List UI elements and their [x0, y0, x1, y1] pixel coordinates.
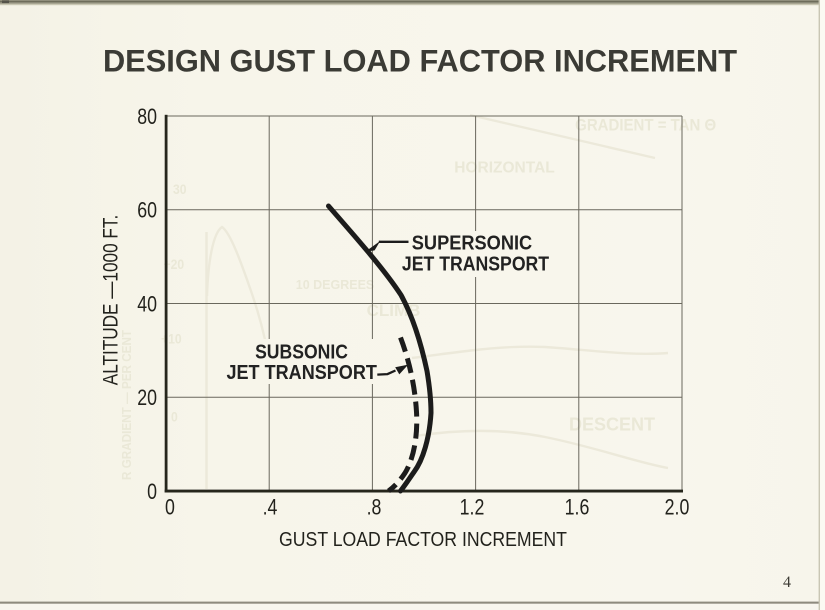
svg-text:HORIZONTAL: HORIZONTAL [454, 160, 554, 177]
svg-text:JET TRANSPORT: JET TRANSPORT [402, 252, 550, 274]
svg-text:1.6: 1.6 [565, 496, 590, 520]
svg-text:0: 0 [165, 496, 175, 520]
svg-text:GRADIENT = TAN Θ: GRADIENT = TAN Θ [575, 117, 716, 135]
svg-text:+20: +20 [164, 256, 185, 272]
svg-text:DESCENT: DESCENT [569, 415, 655, 435]
svg-text:0: 0 [171, 409, 178, 425]
svg-text:2.0: 2.0 [665, 496, 690, 520]
svg-text:GUST LOAD FACTOR INCREMENT: GUST LOAD FACTOR INCREMENT [279, 528, 567, 550]
svg-text:ALTITUDE —1000 FT.: ALTITUDE —1000 FT. [100, 215, 123, 385]
svg-text:30: 30 [173, 181, 187, 197]
svg-text:20: 20 [137, 386, 157, 410]
svg-text:SUPERSONIC: SUPERSONIC [412, 233, 533, 255]
svg-text:R GRADIENT — PER CENT: R GRADIENT — PER CENT [119, 330, 134, 480]
svg-text:60: 60 [137, 199, 157, 223]
svg-text:10 DEGREES: 10 DEGREES [296, 278, 375, 292]
svg-text:DESIGN GUST LOAD FACTOR INCREM: DESIGN GUST LOAD FACTOR INCREMENT [103, 43, 737, 78]
svg-text:.8: .8 [367, 496, 382, 520]
svg-text:1.2: 1.2 [460, 496, 485, 520]
svg-text:JET TRANSPORT: JET TRANSPORT [226, 362, 377, 384]
svg-text:40: 40 [137, 293, 157, 317]
svg-text:+10: +10 [161, 331, 182, 347]
svg-text:SUBSONIC: SUBSONIC [255, 340, 348, 362]
svg-text:.4: .4 [263, 496, 278, 520]
svg-text:80: 80 [137, 105, 157, 129]
svg-text:4: 4 [783, 574, 791, 591]
svg-text:0: 0 [147, 480, 157, 504]
